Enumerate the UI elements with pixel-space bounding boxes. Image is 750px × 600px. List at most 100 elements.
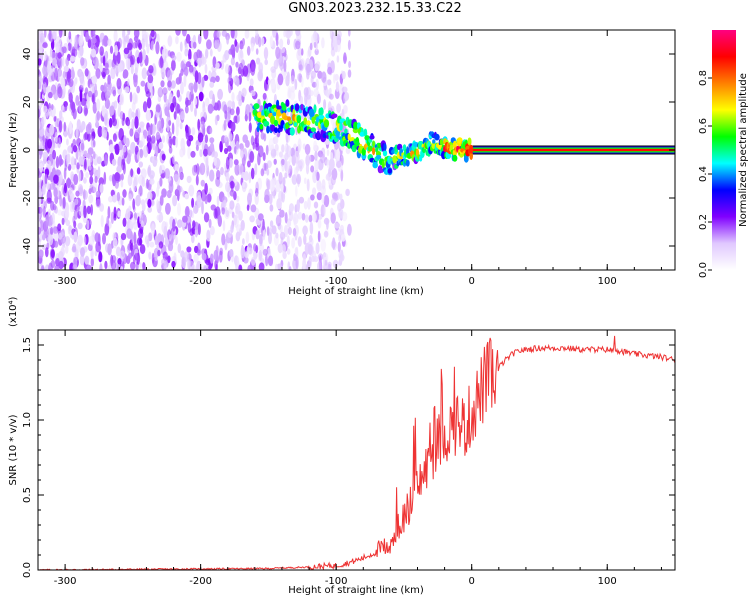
spectrogram-noise-blob <box>171 227 177 240</box>
spectrogram-noise-blob <box>166 133 169 144</box>
spectrogram-noise-blob <box>313 256 319 263</box>
snr-xtick-label: -100 <box>325 576 348 587</box>
spectrogram-noise-blob <box>258 145 264 158</box>
spectrogram-noise-blob <box>108 117 113 128</box>
spectrogram-noise-blob <box>138 174 144 186</box>
spectrogram-noise-blob <box>93 180 98 193</box>
spectrogram-ridge-blob <box>266 125 270 134</box>
spectrogram-noise-blob <box>54 67 58 81</box>
spectrogram-noise-blob <box>194 70 199 83</box>
spectrogram-noise-blob <box>122 112 126 122</box>
spectrogram-noise-blob <box>257 250 263 262</box>
spectrogram-ridge-blob <box>363 128 368 135</box>
spectrogram-noise-blob <box>231 92 235 102</box>
spectrogram-noise-blob <box>175 36 179 45</box>
spectrogram-noise-blob <box>113 100 118 109</box>
spectrogram-ridge-blob <box>339 122 343 131</box>
spectrogram-noise-blob <box>202 107 207 119</box>
spectrogram-noise-blob <box>208 218 212 229</box>
spectrogram-noise-blob <box>119 93 125 106</box>
spectrogram-noise-blob <box>270 66 277 73</box>
spectrogram-noise-blob <box>80 57 85 66</box>
spectrogram-noise-blob <box>52 226 57 234</box>
spectrogram-noise-blob <box>38 70 41 77</box>
spectrogram-noise-blob <box>111 158 117 166</box>
spectrogram-noise-blob <box>68 31 72 40</box>
spectrogram-noise-blob <box>173 252 177 263</box>
spectrogram-noise-blob <box>321 37 325 49</box>
spectrogram-noise-blob <box>307 243 313 255</box>
spectrogram-noise-blob <box>53 174 59 184</box>
spectrogram-noise-blob <box>219 140 223 153</box>
spectrogram-noise-blob <box>45 247 49 258</box>
spectrogram-noise-blob <box>73 231 78 243</box>
spectrogram-noise-blob <box>51 212 55 224</box>
spectrogram-noise-blob <box>104 98 110 110</box>
spectrogram-ridge-blob <box>463 154 469 163</box>
spectrogram-noise-blob <box>144 235 150 245</box>
snr-ytick-label: 1.0 <box>22 412 33 428</box>
spectrogram-noise-blob <box>59 231 64 238</box>
spectrogram-noise-blob <box>317 219 322 229</box>
spectrogram-noise-blob <box>184 206 190 218</box>
spectrogram-noise-blob <box>298 64 303 71</box>
spectrogram-noise-blob <box>163 92 167 103</box>
spectrogram-noise-blob <box>127 30 131 36</box>
spectrogram-noise-blob <box>254 163 258 176</box>
spectrogram-noise-blob <box>303 200 308 210</box>
spectrogram-noise-blob <box>96 110 101 121</box>
spectrogram-noise-blob <box>138 127 142 134</box>
spectrogram-noise-blob <box>216 169 221 180</box>
spectrogram-noise-blob <box>190 85 194 95</box>
spectrogram-noise-blob <box>234 163 240 176</box>
spectrogram-noise-blob <box>42 81 47 94</box>
spectrogram-noise-blob <box>312 187 317 196</box>
spectrogram-noise-blob <box>147 198 152 208</box>
spectrogram-noise-blob <box>180 68 184 76</box>
spectrogram-noise-blob <box>300 48 304 56</box>
spectrogram-noise-blob <box>161 221 167 234</box>
spectrogram-noise-blob <box>43 30 47 38</box>
spectrogram-noise-blob <box>224 147 228 155</box>
spectrogram-noise-blob <box>228 158 233 168</box>
spectrogram-noise-blob <box>159 164 166 174</box>
spectrogram-noise-blob <box>204 182 208 195</box>
spectrogram-noise-blob <box>339 193 343 201</box>
spectrogram-noise-blob <box>108 144 115 153</box>
spectrogram-noise-blob <box>340 169 344 182</box>
spectrogram-noise-blob <box>236 77 240 87</box>
spectrogram-noise-blob <box>117 258 122 265</box>
spectrogram-xtick-label: -200 <box>189 276 212 287</box>
spectrogram-noise-blob <box>267 255 274 267</box>
spectrogram-noise-blob <box>191 197 195 208</box>
spectrogram-noise-blob <box>44 264 50 270</box>
spectrogram-noise-blob <box>199 162 206 176</box>
spectrogram-noise-blob <box>104 260 108 270</box>
spectrogram-ridge-blob <box>270 124 276 132</box>
snr-frame <box>37 329 676 571</box>
snr-xtick-label: -300 <box>54 576 77 587</box>
spectrogram-noise-blob <box>53 89 59 101</box>
spectrogram-noise-blob <box>184 105 189 114</box>
spectrogram-noise-blob <box>218 250 223 263</box>
spectrogram-noise-blob <box>157 249 161 257</box>
spectrogram-noise-blob <box>295 256 299 270</box>
spectrogram-noise-blob <box>274 263 278 270</box>
spectrogram-noise-blob <box>229 108 235 116</box>
spectrogram-noise-blob <box>252 141 256 150</box>
spectrogram-noise-blob <box>75 241 81 253</box>
spectrogram-noise-blob <box>170 102 175 113</box>
spectrogram-noise-blob <box>142 262 146 270</box>
spectrogram-noise-blob <box>87 90 93 98</box>
spectrogram-ridge-blob <box>303 117 308 125</box>
spectrogram-noise-blob <box>195 144 199 151</box>
spectrogram-noise-blob <box>130 141 136 154</box>
spectrogram-noise-blob <box>195 163 200 176</box>
spectrogram-ridge-blob <box>313 104 317 113</box>
spectrogram-noise-blob <box>183 74 187 88</box>
spectrogram-noise-blob <box>220 167 224 176</box>
spectrogram-noise-blob <box>58 251 64 261</box>
spectrogram-noise-blob <box>106 87 112 96</box>
spectrogram-noise-blob <box>155 131 161 140</box>
